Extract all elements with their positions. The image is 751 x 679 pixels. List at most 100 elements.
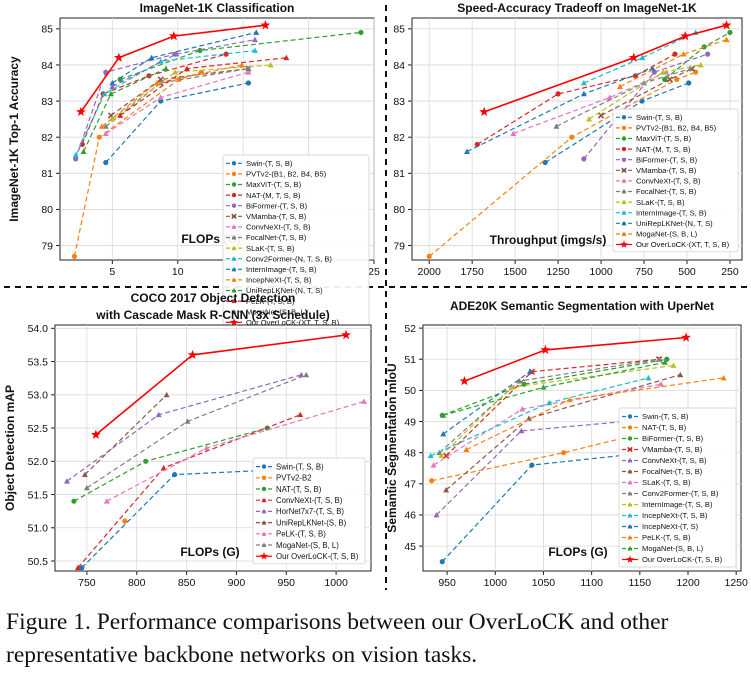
series-14 bbox=[109, 36, 258, 90]
data-point bbox=[529, 462, 535, 468]
data-point bbox=[108, 90, 115, 97]
x-tick-label: 1500 bbox=[503, 266, 527, 278]
data-point bbox=[163, 391, 170, 398]
legend-label: PeLK-(T, S, B) bbox=[276, 530, 326, 539]
chart-title: ADE20K Semantic Segmentation with UperNe… bbox=[450, 299, 714, 313]
y-tick-label: 51 bbox=[404, 354, 416, 366]
series-8 bbox=[91, 329, 351, 439]
series-line bbox=[513, 71, 667, 135]
legend-label: BiFormer-(T, S, B) bbox=[636, 155, 698, 164]
series-6 bbox=[102, 69, 252, 136]
data-point bbox=[260, 20, 271, 30]
legend-label: UniRepLKNet-(S, B) bbox=[276, 518, 347, 527]
series-line bbox=[431, 436, 628, 482]
series-line bbox=[483, 24, 727, 113]
data-point bbox=[518, 427, 525, 434]
data-point bbox=[109, 83, 116, 90]
legend-label: Swin-(T, S, B) bbox=[642, 412, 689, 421]
y-tick-label: 52.5 bbox=[28, 423, 49, 435]
data-point bbox=[63, 478, 70, 484]
legend-label: Swin-(T, S, B) bbox=[246, 159, 293, 168]
y-tick-label: 82 bbox=[393, 132, 405, 144]
data-point bbox=[681, 332, 691, 342]
legend-marker bbox=[627, 523, 633, 529]
x-tick-label: 250 bbox=[721, 266, 739, 278]
data-point bbox=[705, 51, 711, 57]
x-tick-label: 750 bbox=[635, 266, 653, 278]
legend-label: VMamba-(T, S, B) bbox=[636, 166, 697, 175]
data-point bbox=[645, 374, 652, 381]
data-point bbox=[670, 362, 677, 368]
data-point bbox=[103, 159, 109, 166]
data-point bbox=[183, 65, 190, 71]
data-point bbox=[666, 76, 673, 83]
data-point bbox=[114, 52, 124, 62]
chart-ade: 950 1000 1050 1100 1150 1200 1250 45 46 47 48 49 50 5… bbox=[385, 299, 748, 589]
legend-label: NAT-(M, T, S, B) bbox=[636, 145, 691, 154]
data-point bbox=[117, 112, 124, 118]
data-point bbox=[245, 65, 252, 71]
data-point bbox=[508, 384, 515, 390]
legend-marker bbox=[230, 318, 238, 326]
data-point bbox=[81, 471, 88, 477]
legend-marker bbox=[621, 146, 627, 152]
x-tick-label: 900 bbox=[228, 577, 246, 589]
x-tick-label: 800 bbox=[128, 577, 146, 589]
data-point bbox=[155, 411, 162, 418]
series-7 bbox=[83, 371, 310, 491]
data-point bbox=[526, 368, 533, 375]
legend-marker bbox=[231, 203, 237, 208]
x-tick-label: 950 bbox=[278, 577, 296, 589]
data-point bbox=[76, 106, 86, 117]
data-point bbox=[628, 52, 639, 62]
data-point bbox=[443, 487, 450, 493]
data-point bbox=[223, 51, 229, 57]
x-tick-label: 1250 bbox=[725, 577, 749, 589]
legend-marker bbox=[627, 446, 633, 453]
series-line bbox=[84, 394, 168, 476]
legend: Swin-(T, S, B) PVTv2-B2 NAT-(T, S, B) ConvN… bbox=[252, 457, 366, 565]
chart-title: ImageNet-1K Classification bbox=[140, 1, 295, 15]
legend-marker bbox=[261, 464, 267, 469]
legend-label: VMamba-(T, S, B) bbox=[246, 212, 307, 221]
figure-panels: 51015202579808182838485ImageNet-1K Class… bbox=[3, 1, 748, 590]
legend-marker bbox=[261, 520, 267, 525]
series-line bbox=[588, 64, 701, 120]
data-point bbox=[122, 518, 128, 524]
legend-label: MaxViT-(T, S, B) bbox=[636, 134, 692, 143]
data-point bbox=[426, 253, 432, 259]
data-point bbox=[429, 478, 435, 484]
legend-marker bbox=[231, 182, 237, 187]
legend: Swin-(T, S, B) PVTv2-(B1, B2, B4, B5)MaxV… bbox=[612, 108, 739, 253]
data-point bbox=[251, 47, 258, 53]
legend-marker bbox=[621, 157, 627, 162]
data-point bbox=[96, 134, 102, 140]
data-point bbox=[80, 148, 87, 155]
chart-coco: 750 800 850 900 950 1000 50.5 51.0 51.5 52.0 52.5 5… bbox=[3, 291, 372, 589]
data-point bbox=[649, 65, 656, 71]
y-tick-label: 51.5 bbox=[28, 489, 49, 501]
series-12 bbox=[479, 20, 732, 117]
data-point bbox=[109, 80, 116, 86]
data-point bbox=[540, 384, 547, 390]
series-0 bbox=[542, 80, 692, 166]
y-tick-label: 85 bbox=[393, 24, 405, 36]
series-line bbox=[81, 53, 227, 145]
legend-label: UniRepLKNet-(N, T, S) bbox=[636, 219, 713, 228]
legend-marker bbox=[620, 240, 628, 248]
legend-label: BiFormer-(T, S, B) bbox=[642, 434, 704, 443]
y-axis-label: ImageNet-1K Top-1 Accuracy bbox=[7, 56, 21, 222]
series-5 bbox=[81, 391, 170, 477]
legend-label: FocalNet-(T, S, B) bbox=[636, 187, 697, 196]
chart-speed: 2000 1750 1500 1250 1000 750 500 250 79 80 81 82 83 8… bbox=[393, 1, 743, 278]
series-1 bbox=[122, 518, 128, 524]
series-11 bbox=[616, 36, 730, 90]
chart-title: Speed-Accuracy Tradeoff on ImageNet-1K bbox=[457, 1, 697, 15]
data-point bbox=[540, 344, 551, 355]
data-point bbox=[641, 80, 648, 86]
chart-subtitle: with Cascade Mask R-CNN (3x Schedule) bbox=[95, 308, 329, 322]
legend-label: HorNet7x7-(T, S, B) bbox=[276, 507, 344, 516]
data-point bbox=[440, 430, 447, 437]
legend-label: MogaNet-(S, B, L) bbox=[246, 307, 308, 316]
data-point bbox=[680, 51, 687, 57]
